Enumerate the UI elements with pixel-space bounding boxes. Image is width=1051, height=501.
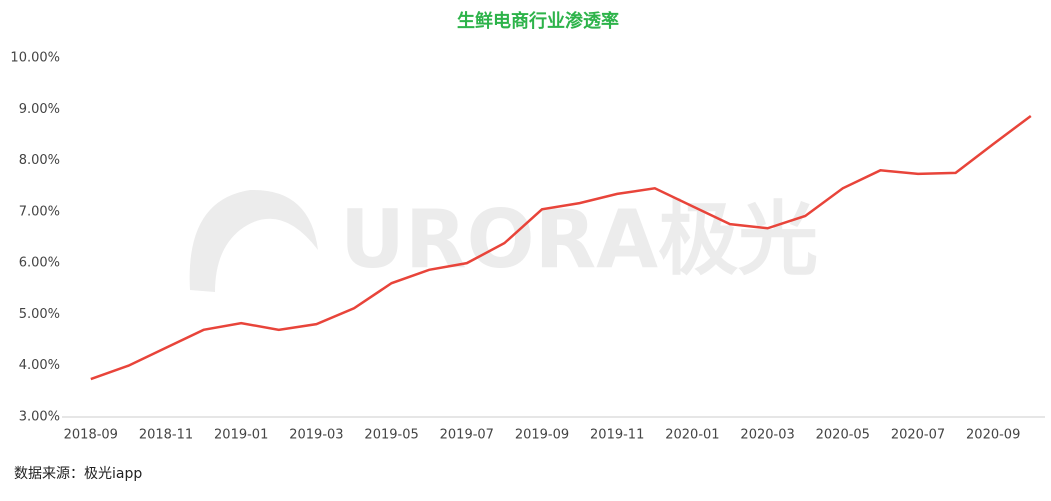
y-tick-label: 9.00% [19, 102, 60, 117]
y-tick-label: 10.00% [10, 51, 60, 66]
x-tick-label: 2019-11 [590, 428, 644, 443]
watermark-icon [189, 189, 318, 292]
x-tick-label: 2018-11 [139, 428, 193, 443]
x-tick-label: 2020-07 [891, 428, 945, 443]
y-tick-label: 3.00% [19, 410, 60, 425]
x-tick-label: 2019-09 [515, 428, 569, 443]
x-tick-label: 2020-01 [665, 428, 719, 443]
y-tick-label: 6.00% [19, 256, 60, 271]
x-tick-label: 2020-03 [740, 428, 794, 443]
x-tick-label: 2018-09 [64, 428, 118, 443]
chart-title: 生鲜电商行业渗透率 [457, 10, 619, 32]
x-tick-label: 2019-03 [289, 428, 343, 443]
watermark-logo [189, 189, 318, 292]
source-note: 数据来源：极光iapp [14, 466, 142, 482]
y-tick-label: 5.00% [19, 307, 60, 322]
y-tick-label: 4.00% [19, 358, 60, 373]
x-tick-label: 2019-05 [364, 428, 418, 443]
x-tick-label: 2020-05 [816, 428, 870, 443]
watermark: URORA极光 [340, 193, 818, 286]
x-tick-label: 2020-09 [966, 428, 1020, 443]
x-tick-label: 2019-01 [214, 428, 268, 443]
x-tick-label: 2019-07 [440, 428, 494, 443]
line-series [90, 114, 1032, 381]
y-tick-label: 7.00% [19, 204, 60, 219]
y-tick-label: 8.00% [19, 153, 60, 168]
